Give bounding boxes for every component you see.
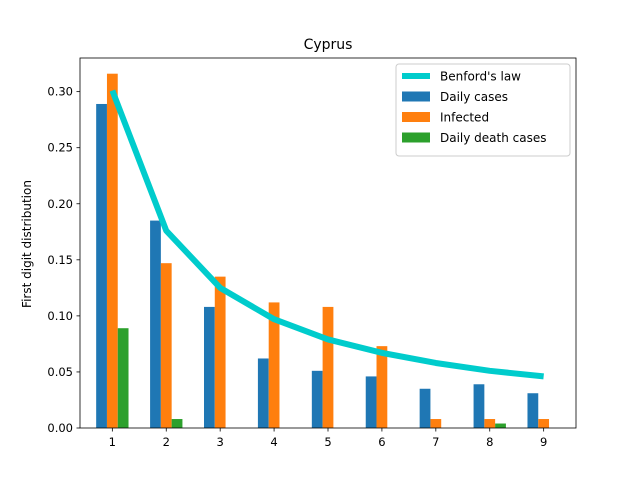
bar-daily-cases-6: [365, 376, 377, 428]
benford-line-group: [109, 89, 544, 380]
bars-group: [96, 73, 550, 428]
bar-infected-2: [160, 263, 172, 428]
chart-title: Cyprus: [304, 37, 353, 53]
bar-infected-4: [268, 302, 280, 428]
y-tick-label: 0.00: [47, 421, 73, 435]
bar-daily-death-cases-2: [171, 419, 183, 428]
legend-label-benford-s-law: Benford's law: [440, 70, 521, 84]
bar-daily-cases-3: [204, 306, 215, 428]
axes-group: 0.00 0.05 0.10 0.15 0.20 0.25 0.30 1 2 3 4 5 6 7 8 9: [47, 57, 577, 449]
x-tick-label: 3: [217, 435, 224, 449]
x-tick-label: 5: [324, 435, 331, 449]
legend: Benford's law Daily cases Infected Daily de…: [395, 63, 571, 157]
bar-infected-3: [214, 276, 226, 428]
bar-daily-cases-5: [311, 370, 323, 428]
benford-line: [109, 89, 544, 380]
x-tick-label: 1: [109, 435, 116, 449]
y-axis-label: First digit distribution: [20, 180, 34, 308]
bar-daily-cases-8: [473, 384, 485, 428]
legend-label-infected: Infected: [440, 111, 489, 125]
bar-infected-6: [376, 346, 388, 428]
bar-daily-cases-2: [150, 220, 161, 428]
y-tick-label: 0.15: [47, 253, 73, 267]
bar-infected-8: [484, 419, 496, 428]
y-tick-label: 0.25: [47, 141, 73, 155]
y-tick-label: 0.10: [47, 309, 73, 323]
bar-daily-death-cases-8: [495, 423, 506, 428]
legend-label-daily-cases: Daily cases: [440, 90, 508, 104]
legend-swatch-infected: [402, 112, 430, 122]
bar-daily-cases-1: [96, 103, 107, 428]
x-tick-label: 9: [540, 435, 547, 449]
bar-infected-1: [106, 73, 118, 428]
y-tick-label: 0.30: [47, 85, 73, 99]
x-tick-label: 2: [163, 435, 170, 449]
bar-daily-cases-4: [257, 358, 269, 428]
bar-daily-cases-9: [527, 393, 539, 428]
bar-infected-7: [430, 419, 442, 428]
x-tick-label: 6: [378, 435, 385, 449]
bar-infected-9: [538, 419, 550, 428]
bar-infected-5: [322, 306, 334, 428]
x-tick-label: 4: [270, 435, 277, 449]
bar-daily-death-cases-1: [117, 328, 129, 428]
bar-daily-cases-7: [419, 388, 431, 428]
legend-box: [395, 63, 571, 157]
legend-label-daily-death-cases: Daily death cases: [440, 131, 547, 145]
legend-swatch-daily-cases: [402, 91, 430, 102]
y-tick-label: 0.05: [47, 365, 73, 379]
x-tick-label: 7: [432, 435, 439, 449]
legend-swatch-daily-death-cases: [402, 132, 430, 143]
x-tick-label: 8: [486, 435, 493, 449]
y-tick-label: 0.20: [47, 197, 73, 211]
